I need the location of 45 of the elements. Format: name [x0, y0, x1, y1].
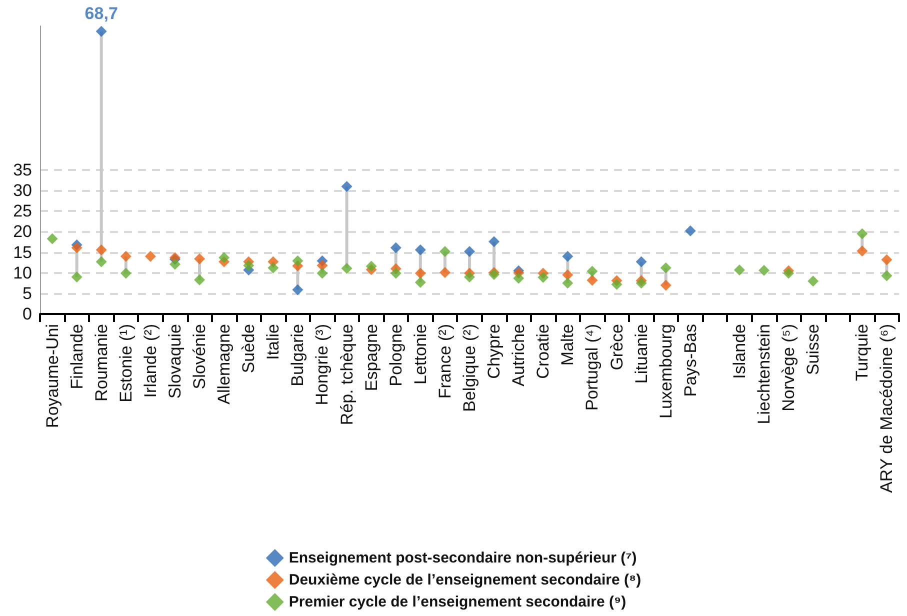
x-tick-label: Slovaquie [165, 324, 184, 399]
x-tick-label: Belgique (²) [460, 324, 479, 412]
y-tick-label: 35 [13, 160, 32, 180]
x-tick-label: France (²) [435, 324, 454, 399]
legend-label: Premier cycle de l’enseignement secondaire (⁹) [288, 594, 626, 610]
y-tick-label: 10 [13, 263, 32, 282]
x-tick-label: Hongrie (³) [312, 324, 332, 406]
x-tick-label: Lettonie [410, 324, 430, 384]
x-tick-label: Rép. tchèque [337, 324, 356, 426]
x-tick-label: Portugal (⁴) [582, 324, 602, 411]
x-tick-label: Liechtenstein [754, 324, 774, 424]
x-tick-label: Royaume-Uni [42, 324, 62, 428]
x-tick-label: Chypre [484, 324, 504, 379]
x-tick-label: Bulgarie [288, 324, 308, 386]
x-tick-label: Pologne [386, 324, 406, 386]
x-tick-label: Lituanie [632, 324, 651, 384]
y-tick-label: 30 [13, 181, 32, 200]
x-tick-label: Espagne [362, 324, 381, 392]
y-tick-label: 15 [13, 242, 32, 262]
x-tick-label: Pays-Bas [680, 324, 700, 397]
x-tick-label: Autriche [509, 324, 528, 386]
x-tick-label: Grèce [607, 324, 626, 370]
y-tick-label: 5 [22, 284, 32, 303]
x-tick-label: Norvège (⁵) [779, 324, 798, 412]
x-tick-label: Italie [264, 324, 283, 360]
legend-label: Enseignement post-secondaire non-supérieur (⁷) [288, 550, 637, 566]
y-tick-label: 0 [22, 304, 32, 324]
x-tick-label: Suisse [804, 324, 823, 376]
data-label: 68,7 [84, 4, 118, 23]
x-tick-label: Roumanie [92, 324, 111, 402]
x-tick-label: ARY de Macédoine (⁶) [877, 324, 896, 493]
x-tick-label: Irlande (²) [140, 324, 160, 398]
y-tick-label: 25 [13, 202, 32, 221]
x-tick-label: Allemagne [214, 324, 234, 404]
x-tick-label: Estonie (¹) [116, 324, 136, 402]
x-tick-label: Croatie [534, 324, 553, 379]
x-tick-label: Finlande [67, 324, 86, 390]
legend-label: Deuxième cycle de l’enseignement secondaire (⁸) [288, 572, 642, 588]
x-tick-label: Islande [730, 324, 749, 379]
x-tick-label: Suède [239, 324, 258, 374]
x-tick-label: Malte [558, 324, 578, 366]
x-tick-label: Turquie [852, 324, 872, 382]
y-tick-label: 20 [13, 222, 32, 242]
x-tick-label: Luxembourg [656, 324, 676, 419]
x-tick-label: Slovénie [190, 324, 210, 390]
